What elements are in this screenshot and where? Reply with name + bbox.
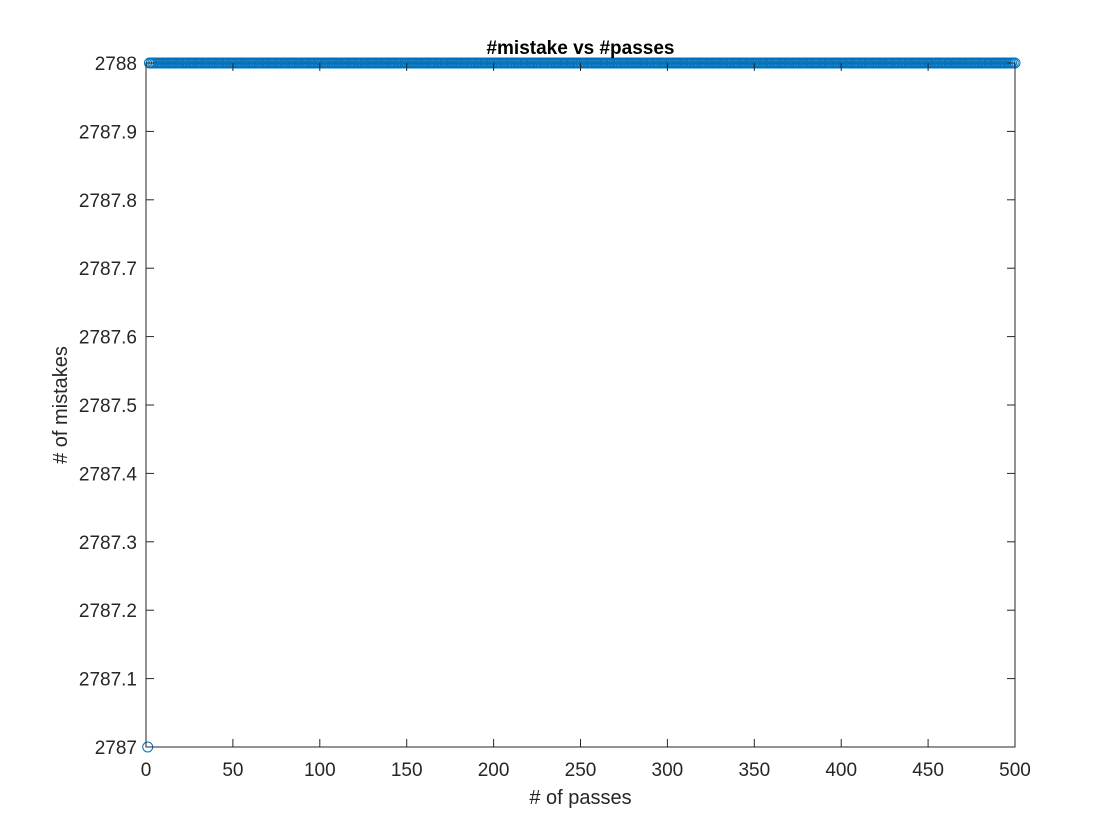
x-tick-label: 300 bbox=[652, 760, 684, 781]
x-tick-label: 150 bbox=[391, 760, 423, 781]
chart-title: #mistake vs #passes bbox=[486, 38, 674, 59]
y-tick-label: 2787.4 bbox=[79, 464, 138, 485]
y-tick-label: 2787.9 bbox=[79, 122, 137, 143]
y-tick-label: 2787.1 bbox=[79, 670, 137, 691]
data-markers bbox=[142, 57, 1021, 753]
y-tick-label: 2787.3 bbox=[79, 533, 137, 554]
y-tick-label: 2787.6 bbox=[79, 328, 137, 349]
x-axis-label: # of passes bbox=[529, 787, 631, 809]
x-tick-label: 250 bbox=[565, 760, 597, 781]
y-axis-ticks: 2787 2787.1 2787.2 2787.3 2787.4 2787.5 2787.6… bbox=[79, 54, 1015, 759]
y-axis-label: # of mistakes bbox=[50, 346, 72, 464]
axes-box bbox=[145, 62, 1016, 748]
x-tick-label: 450 bbox=[912, 760, 944, 781]
y-tick-label: 2787.2 bbox=[79, 601, 137, 622]
x-tick-label: 200 bbox=[478, 760, 510, 781]
x-tick-label: 500 bbox=[999, 760, 1031, 781]
y-tick-label: 2787.7 bbox=[79, 259, 137, 280]
y-tick-label: 2787 bbox=[95, 738, 137, 759]
x-tick-label: 400 bbox=[825, 760, 857, 781]
y-tick-label: 2788 bbox=[95, 54, 137, 75]
y-tick-label: 2787.5 bbox=[79, 396, 137, 417]
x-tick-label: 100 bbox=[304, 760, 336, 781]
x-axis-ticks: 0 50 100 150 200 250 300 350 400 450 500 bbox=[141, 63, 1031, 781]
y-tick-label: 2787.8 bbox=[79, 191, 137, 212]
x-tick-label: 350 bbox=[738, 760, 770, 781]
x-tick-label: 50 bbox=[222, 760, 243, 781]
plot-area bbox=[145, 62, 1016, 748]
x-tick-label: 0 bbox=[141, 760, 152, 781]
